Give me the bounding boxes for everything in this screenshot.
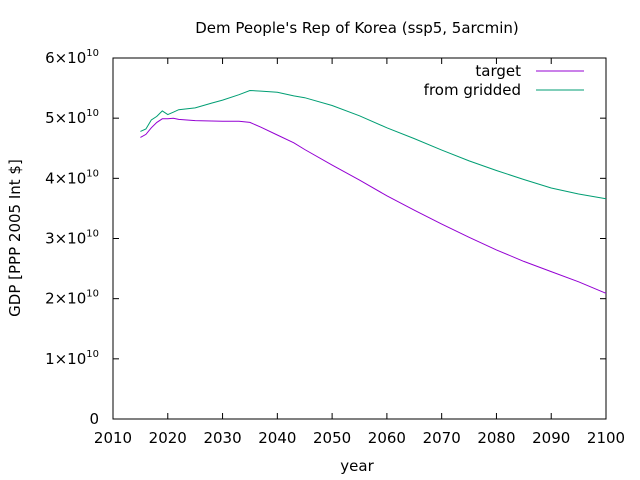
- legend-label: from gridded: [424, 81, 521, 99]
- x-tick-label: 2030: [203, 429, 241, 447]
- y-axis-label: GDP [PPP 2005 Int $]: [6, 159, 24, 317]
- y-tick-exponent: 10: [86, 108, 99, 119]
- y-tick-mantissa: 0: [89, 410, 99, 428]
- chart-title: Dem People's Rep of Korea (ssp5, 5arcmin…: [195, 19, 519, 37]
- y-tick-label: 6×1010: [45, 48, 99, 67]
- y-tick-exponent: 10: [86, 168, 99, 179]
- y-tick-mantissa: 5×10: [45, 109, 86, 127]
- y-tick-mantissa: 6×10: [45, 49, 86, 67]
- x-tick-label: 2010: [94, 429, 132, 447]
- x-tick-label: 2080: [477, 429, 515, 447]
- series-line-1: [140, 89, 607, 200]
- x-tick-label: 2060: [368, 429, 406, 447]
- y-tick-label: 5×1010: [45, 108, 99, 127]
- y-tick-mantissa: 2×10: [45, 290, 86, 308]
- x-tick-label: 2020: [149, 429, 187, 447]
- y-tick-mantissa: 4×10: [45, 169, 86, 187]
- series-line-0: [140, 117, 607, 294]
- x-tick-label: 2040: [258, 429, 296, 447]
- legend-label: target: [475, 62, 521, 80]
- plot-frame: [112, 57, 607, 420]
- y-tick-label: 4×1010: [45, 168, 99, 187]
- axis-ticks: 2010 2020 2030 2040 2050 2060 2070 2080 2090 2100…: [45, 48, 625, 447]
- x-tick-label: 2090: [532, 429, 570, 447]
- y-tick-label: 0: [89, 410, 99, 428]
- y-tick-exponent: 10: [86, 349, 99, 360]
- y-tick-exponent: 10: [86, 289, 99, 300]
- y-tick-label: 1×1010: [45, 349, 99, 368]
- y-tick-exponent: 10: [86, 48, 99, 59]
- x-tick-label: 2100: [587, 429, 625, 447]
- y-tick-mantissa: 3×10: [45, 230, 86, 248]
- y-tick-label: 3×1010: [45, 229, 99, 248]
- y-tick-exponent: 10: [86, 229, 99, 240]
- y-tick-mantissa: 1×10: [45, 350, 86, 368]
- y-tick-label: 2×1010: [45, 289, 99, 308]
- x-tick-label: 2050: [313, 429, 351, 447]
- x-axis-label: year: [340, 457, 374, 475]
- x-tick-label: 2070: [423, 429, 461, 447]
- series-lines: [140, 89, 607, 294]
